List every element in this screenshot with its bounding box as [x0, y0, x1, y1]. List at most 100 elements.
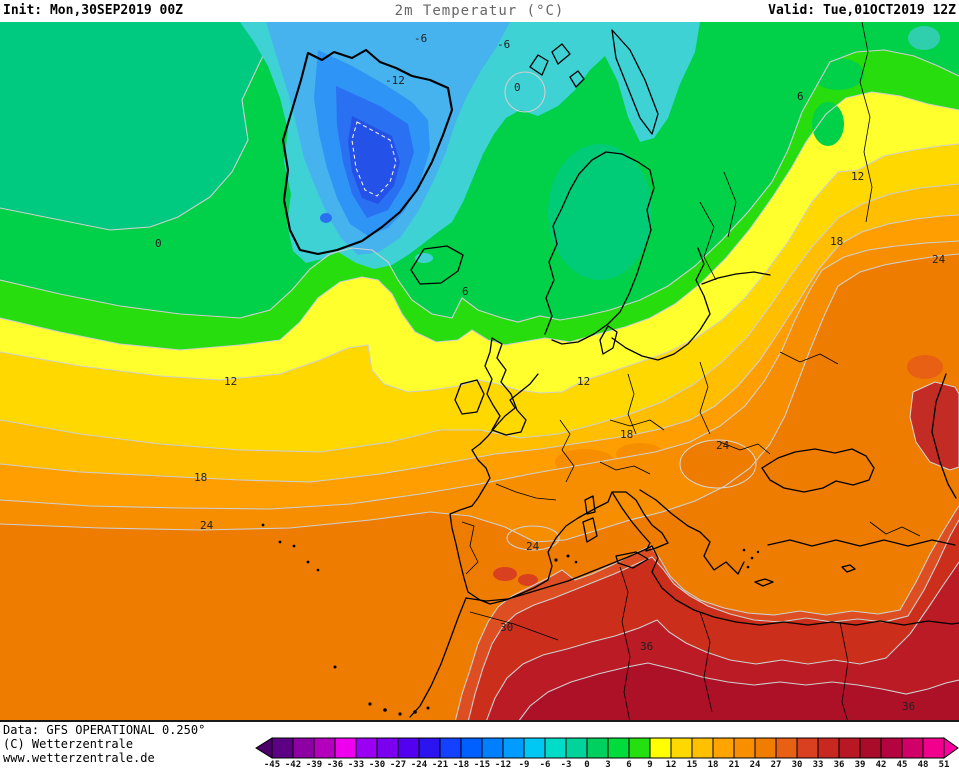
contour-label: 36	[902, 700, 915, 713]
legend-tick-label: -30	[369, 760, 385, 770]
legend-cell	[628, 737, 651, 759]
legend-cell	[292, 737, 315, 759]
contour-label: -6	[497, 38, 510, 51]
temperature-map: -6 -6 -12 0 0 6 6 12 12 12 18 18 18 24 24 24 24 30 36 36	[0, 21, 959, 723]
legend-cell	[607, 737, 630, 759]
legend-tick-label: 27	[771, 760, 782, 770]
color-scale-legend: -45 -42 -39 -36 -33 -30 -27 -24 -21 -18 -15 -12 -9 -6…	[255, 737, 959, 770]
great-britain-coast	[484, 337, 527, 436]
contour-label: 6	[797, 90, 804, 103]
contour-labels: -6 -6 -12 0 0 6 6 12 12 12 18 18 18 24 24 24 24 30 36 36	[155, 32, 946, 713]
legend-cell	[859, 737, 882, 759]
contour-label: 30	[500, 621, 513, 634]
legend-tick-label: 18	[708, 760, 719, 770]
country-borders	[461, 21, 921, 723]
greenland-coast	[281, 48, 454, 256]
legend-cell	[775, 737, 798, 759]
contour-label: 24	[526, 540, 540, 553]
legend-tick-label: 39	[855, 760, 866, 770]
legend-cell	[313, 737, 336, 759]
data-source-label: Data: GFS OPERATIONAL 0.250°	[3, 723, 206, 737]
contour-label: 18	[830, 235, 843, 248]
italy-coast	[611, 491, 669, 552]
legend-tick-label: 21	[729, 760, 740, 770]
legend-cell	[439, 737, 462, 759]
legend-tick-label: -45	[264, 760, 280, 770]
legend-tick-label: -24	[411, 760, 428, 770]
website-label: www.wetterzentrale.de	[3, 751, 155, 765]
legend-tick-label: 33	[813, 760, 824, 770]
legend-tick-label: 6	[626, 760, 631, 770]
legend-tick-label: -15	[474, 760, 490, 770]
legend-tick-label: 12	[666, 760, 677, 770]
legend-cell	[355, 737, 378, 759]
legend-cell	[334, 737, 357, 759]
legend-tick-label: 45	[897, 760, 908, 770]
init-time-label: Init: Mon,30SEP2019 00Z	[3, 3, 184, 18]
legend-cell	[838, 737, 861, 759]
copyright-label: (C) Wetterzentrale	[3, 737, 134, 751]
legend-tick-label: 42	[876, 760, 887, 770]
legend-left-arrow	[255, 737, 273, 759]
contour-label: 36	[640, 640, 653, 653]
europe-coast	[449, 373, 613, 605]
ireland-coast	[454, 379, 485, 415]
africa-coast	[465, 545, 959, 626]
legend-tick-label: -9	[519, 760, 530, 770]
page-title: 2m Temperatur (°C)	[394, 3, 565, 19]
legend-cell	[586, 737, 609, 759]
contour-label: 12	[577, 375, 590, 388]
legend-cell	[922, 737, 945, 759]
iceland-coast	[410, 245, 464, 285]
legend-tick-label: -33	[348, 760, 364, 770]
legend-tick-label: -3	[561, 760, 572, 770]
legend-cell	[670, 737, 693, 759]
contour-label: 0	[514, 81, 521, 94]
contour-label: 24	[200, 519, 214, 532]
legend-right-arrow	[943, 737, 959, 759]
legend-cell	[691, 737, 714, 759]
contour-label: 18	[620, 428, 633, 441]
legend-cell	[397, 737, 420, 759]
legend-tick-label: -39	[306, 760, 322, 770]
contour-label: -6	[414, 32, 427, 45]
legend-cell	[418, 737, 441, 759]
legend-cell	[271, 737, 294, 759]
legend-cell	[544, 737, 567, 759]
cold-pool	[240, 22, 700, 269]
legend-tick-label: -27	[390, 760, 406, 770]
legend-tick-label: -36	[327, 760, 343, 770]
legend-cell	[817, 737, 840, 759]
legend-cell	[460, 737, 483, 759]
legend-tick-label: 51	[939, 760, 950, 770]
legend-cell	[502, 737, 525, 759]
contour-lines	[0, 49, 959, 723]
legend-cell	[649, 737, 672, 759]
legend-cell	[565, 737, 588, 759]
legend-cell	[376, 737, 399, 759]
island-dots	[261, 523, 760, 716]
header-bar: Init: Mon,30SEP2019 00Z 2m Temperatur (°…	[0, 0, 959, 22]
valid-time-label: Valid: Tue,01OCT2019 12Z	[768, 3, 956, 18]
footer-bar: Data: GFS OPERATIONAL 0.250° (C) Wetterz…	[0, 722, 959, 770]
contour-label: 6	[462, 285, 469, 298]
legend-tick-label: 0	[584, 760, 589, 770]
legend-cell	[754, 737, 777, 759]
contour-label: 18	[194, 471, 207, 484]
legend-cell	[712, 737, 735, 759]
legend-tick-label: -12	[495, 760, 511, 770]
legend-cell	[796, 737, 819, 759]
legend-tick-label: -6	[540, 760, 551, 770]
contour-label: -12	[385, 74, 405, 87]
legend-tick-label: 48	[918, 760, 929, 770]
legend-tick-label: 9	[647, 760, 652, 770]
black-sea-coast	[761, 448, 875, 493]
contour-label: 24	[716, 439, 730, 452]
legend-tick-label: 3	[605, 760, 610, 770]
legend-cell	[523, 737, 546, 759]
legend-tick-label: 24	[750, 760, 761, 770]
legend-cell	[901, 737, 924, 759]
legend-cell	[481, 737, 504, 759]
legend-cell	[880, 737, 903, 759]
